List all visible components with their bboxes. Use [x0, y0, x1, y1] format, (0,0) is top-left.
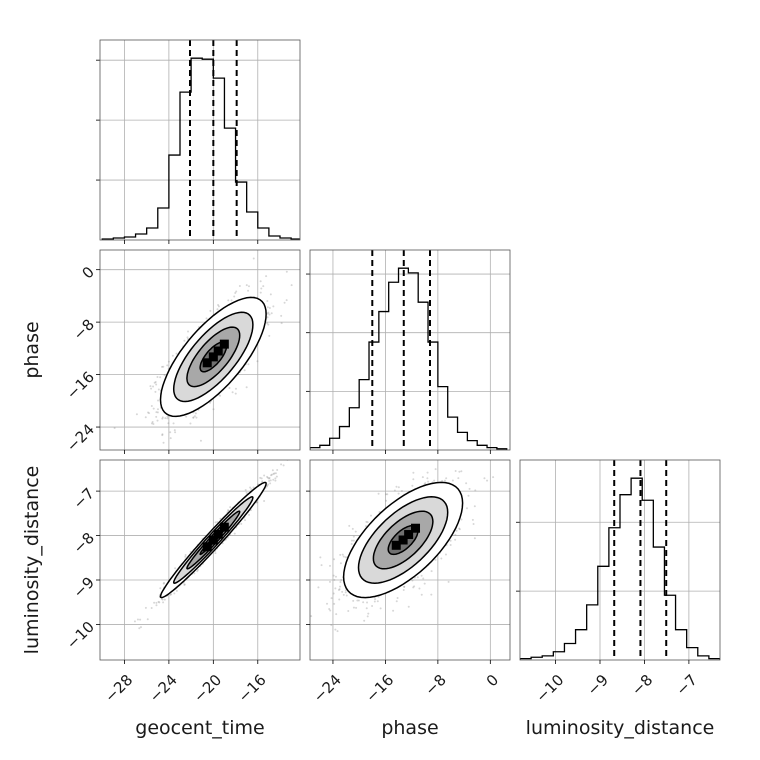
y-tick-label-luminosity_distance-2: −8 [70, 529, 98, 557]
histogram-panel-luminosity_distance [516, 459, 721, 664]
contour-1 [372, 510, 434, 570]
x-tick-label-phase-3: 0 [483, 671, 502, 690]
y-tick-label-phase-3: 0 [79, 263, 98, 282]
y-tick-label-luminosity_distance-1: −9 [70, 573, 98, 601]
contour-2 [172, 496, 254, 584]
panel-frame [519, 459, 721, 661]
contour-3 [159, 481, 267, 599]
x-tick-label-geocent_time-1: −24 [146, 671, 181, 706]
histogram-panel-geocent_time [96, 39, 301, 244]
x-tick-label-luminosity_distance-1: −9 [584, 671, 612, 699]
density-peak [202, 339, 229, 368]
contour-0 [199, 341, 228, 373]
panel-frame [99, 249, 301, 451]
histogram-phase [310, 267, 508, 450]
x-axis-label-geocent_time: geocent_time [135, 717, 264, 739]
y-tick-label-phase-2: −8 [70, 315, 98, 343]
panel-frame [99, 39, 301, 241]
y-axis-label-phase: phase [21, 321, 43, 378]
x-axis-label-luminosity_distance: luminosity_distance [526, 717, 715, 739]
gridlines [520, 460, 720, 660]
gridlines [310, 250, 510, 450]
y-tick-label-luminosity_distance-0: −10 [63, 618, 98, 653]
contour-3 [342, 481, 464, 599]
x-tick-label-luminosity_distance-3: −7 [672, 671, 700, 699]
contour-3 [159, 296, 267, 418]
gridlines [100, 250, 300, 450]
gridlines [100, 460, 300, 660]
contour-0 [199, 524, 228, 556]
panel-frame [309, 459, 511, 661]
joint-panel-geocent_time-phase [96, 249, 301, 454]
histogram-luminosity_distance [520, 477, 720, 660]
y-tick-label-phase-1: −16 [63, 368, 98, 403]
gridlines [100, 40, 300, 240]
density-peak [391, 523, 421, 550]
y-tick-label-luminosity_distance-3: −7 [70, 484, 98, 512]
histogram-panel-phase [306, 249, 511, 454]
contour-0 [387, 524, 419, 556]
contour-1 [186, 510, 241, 570]
joint-panel-geocent_time-luminosity_distance [96, 459, 301, 664]
joint-panel-phase-luminosity_distance [306, 459, 511, 664]
x-tick-label-phase-0: −24 [310, 671, 345, 706]
panel-frame [309, 249, 511, 451]
contour-1 [186, 326, 241, 388]
x-tick-label-geocent_time-2: −20 [190, 671, 225, 706]
x-tick-label-luminosity_distance-2: −8 [628, 671, 656, 699]
x-axis-label-phase: phase [381, 717, 438, 739]
x-tick-label-geocent_time-3: −16 [235, 671, 270, 706]
histogram-geocent_time [101, 57, 300, 240]
contour-2 [172, 311, 254, 403]
y-tick-label-phase-0: −24 [63, 420, 98, 455]
x-tick-label-phase-2: −8 [421, 671, 449, 699]
y-axis-label-luminosity_distance: luminosity_distance [21, 466, 43, 655]
x-tick-label-geocent_time-0: −28 [101, 671, 136, 706]
contour-2 [357, 496, 449, 584]
x-tick-label-luminosity_distance-0: −10 [532, 671, 567, 706]
panel-frame [99, 459, 301, 661]
x-tick-label-phase-1: −16 [362, 671, 397, 706]
